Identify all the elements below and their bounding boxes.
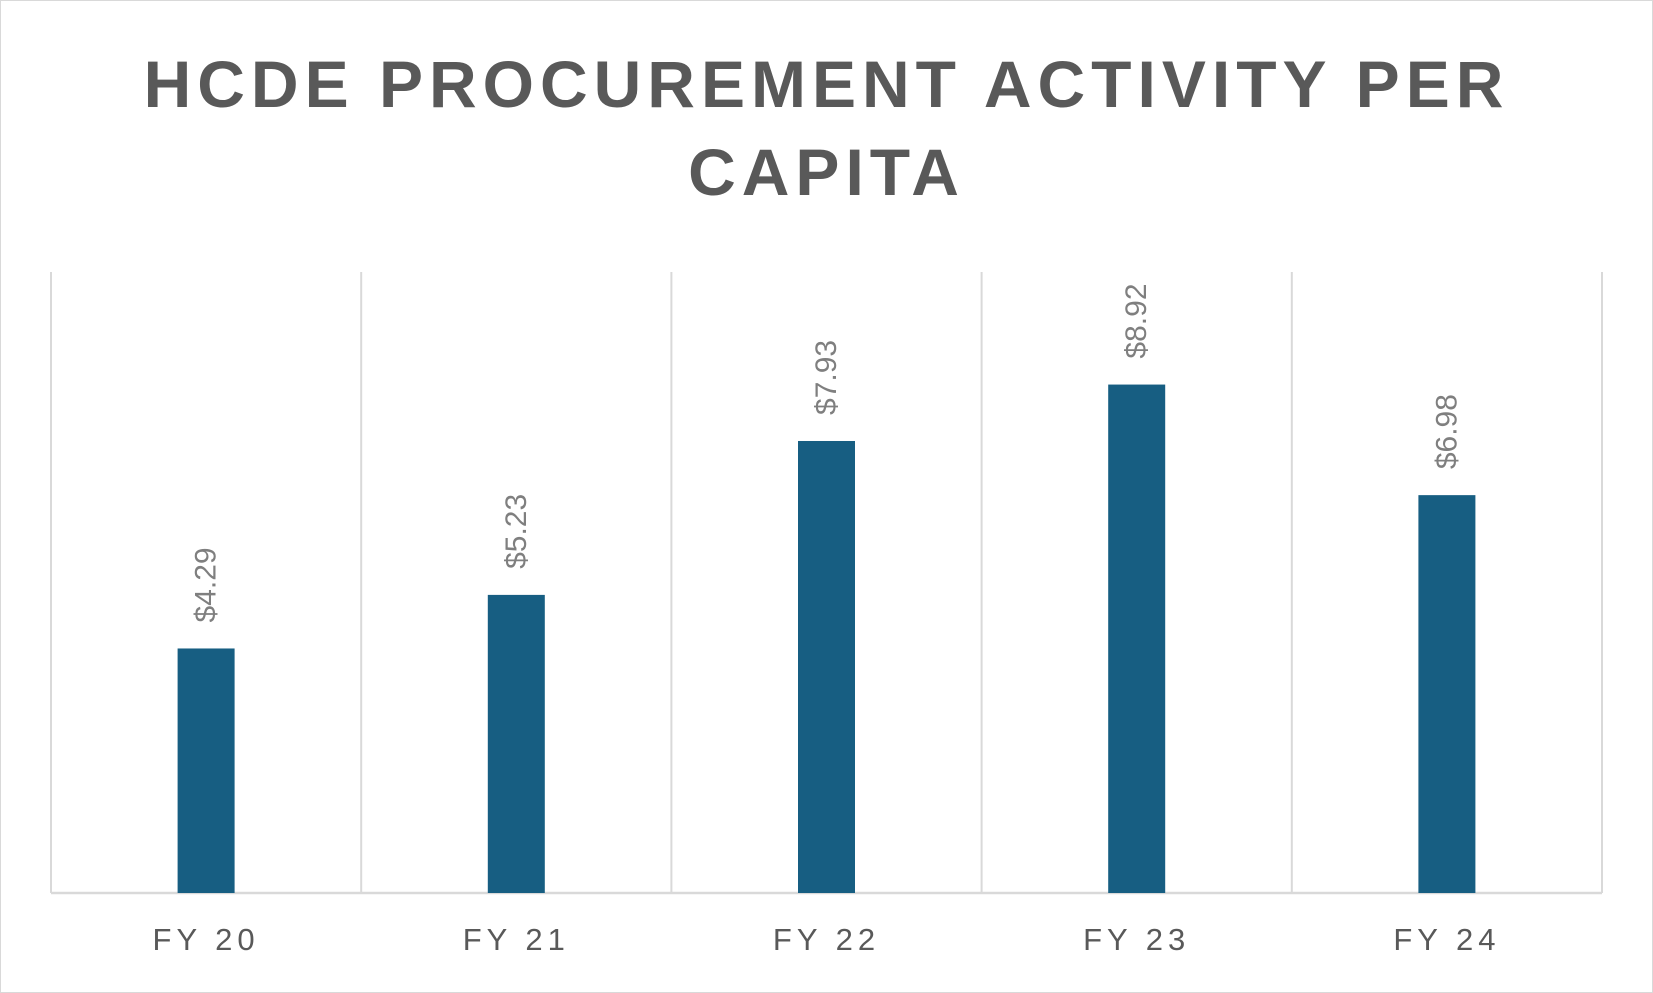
bar xyxy=(177,648,235,893)
bar xyxy=(798,440,855,893)
x-tick-label: FY 24 xyxy=(1393,922,1500,957)
bar xyxy=(487,594,545,893)
x-tick-label: FY 20 xyxy=(153,922,260,957)
chart-title-line-2: CAPITA xyxy=(688,135,965,209)
chart-title: HCDE PROCUREMENT ACTIVITY PER CAPITA xyxy=(0,40,1653,216)
bar-value-label: $7.93 xyxy=(810,340,843,415)
bar xyxy=(1418,495,1476,893)
bar-value-label: $8.92 xyxy=(1120,283,1153,358)
x-tick-label: FY 21 xyxy=(463,922,570,957)
bar-value-label: $4.29 xyxy=(190,547,223,622)
x-tick-label: FY 22 xyxy=(773,922,880,957)
bar-value-label: $6.98 xyxy=(1430,394,1463,469)
bar-value-label: $5.23 xyxy=(500,494,533,569)
chart-title-line-1: HCDE PROCUREMENT ACTIVITY PER xyxy=(143,47,1510,121)
bar xyxy=(1108,384,1166,893)
x-tick-label: FY 23 xyxy=(1083,922,1190,957)
